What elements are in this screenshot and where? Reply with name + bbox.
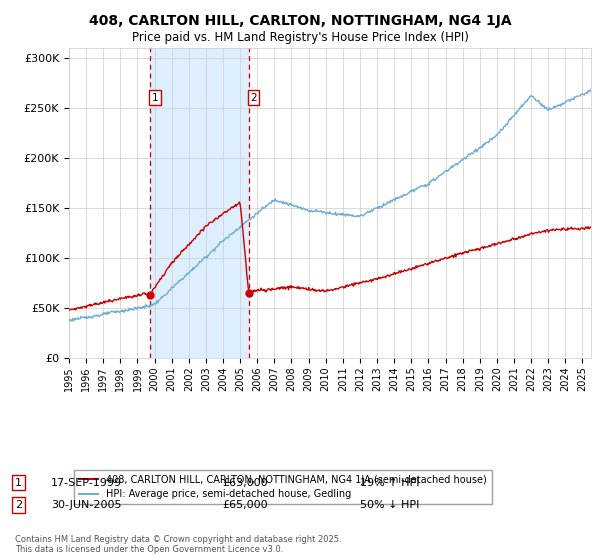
Text: Price paid vs. HM Land Registry's House Price Index (HPI): Price paid vs. HM Land Registry's House …: [131, 31, 469, 44]
Text: 2: 2: [15, 500, 22, 510]
Text: 1: 1: [151, 93, 158, 102]
Text: 19% ↑ HPI: 19% ↑ HPI: [360, 478, 419, 488]
Legend: 408, CARLTON HILL, CARLTON, NOTTINGHAM, NG4 1JA (semi-detached house), HPI: Aver: 408, CARLTON HILL, CARLTON, NOTTINGHAM, …: [74, 470, 491, 504]
Text: 1: 1: [15, 478, 22, 488]
Text: 2: 2: [250, 93, 257, 102]
Text: Contains HM Land Registry data © Crown copyright and database right 2025.
This d: Contains HM Land Registry data © Crown c…: [15, 535, 341, 554]
Text: 408, CARLTON HILL, CARLTON, NOTTINGHAM, NG4 1JA: 408, CARLTON HILL, CARLTON, NOTTINGHAM, …: [89, 14, 511, 28]
Text: £65,000: £65,000: [222, 500, 268, 510]
Text: 17-SEP-1999: 17-SEP-1999: [51, 478, 122, 488]
Text: 30-JUN-2005: 30-JUN-2005: [51, 500, 121, 510]
Text: £63,000: £63,000: [222, 478, 268, 488]
Bar: [149, 48, 248, 358]
Text: 50% ↓ HPI: 50% ↓ HPI: [360, 500, 419, 510]
